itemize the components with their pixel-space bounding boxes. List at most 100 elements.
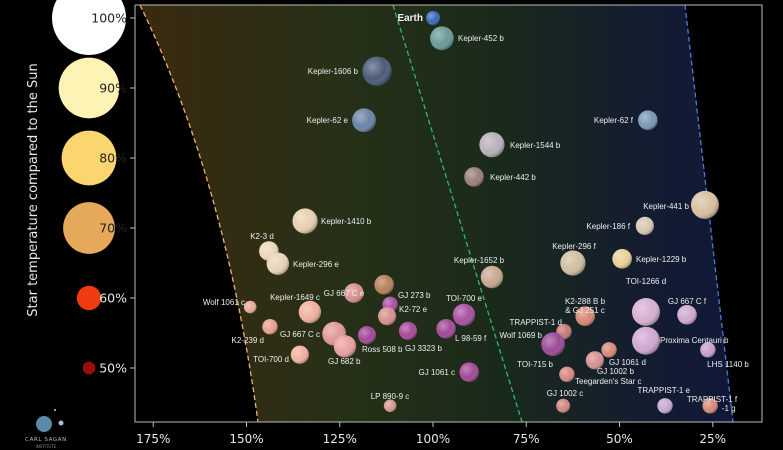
planet — [560, 250, 586, 276]
inner-edge-line — [139, 4, 259, 423]
planet-label: Ross 508 b — [362, 345, 403, 354]
planet — [575, 306, 595, 327]
planet-label-line: Kepler-62 f — [594, 116, 634, 125]
planet-label: Kepler-296 f — [552, 242, 596, 251]
planet-label-line: TRAPPIST-1 e — [638, 386, 691, 395]
planet-label-line: GJ 667 C c — [280, 330, 320, 339]
planet-label: Kepler-186 f — [586, 222, 630, 231]
planet-label-line: TOI-700 e — [446, 294, 482, 303]
planet-shading — [352, 108, 376, 133]
planet-shading — [243, 300, 257, 314]
planet — [464, 167, 484, 187]
planet — [541, 332, 566, 357]
planet-shading — [266, 252, 290, 275]
planet — [700, 342, 716, 358]
star-size-marker — [61, 130, 117, 186]
middle-zone-line — [392, 4, 523, 423]
logo-moon-icon — [58, 420, 64, 426]
planet-label: GJ 1061 d — [609, 358, 646, 367]
y-tick-label: 60% — [99, 291, 127, 306]
planet-shading — [398, 321, 418, 340]
x-tick-label: 125% — [323, 432, 357, 446]
y-tick-label: 100% — [91, 11, 127, 26]
planet-label-line: LHS 1140 b — [707, 360, 749, 369]
planet-shading — [631, 326, 660, 355]
star-size-marker — [76, 285, 102, 311]
planet-label: GJ 1002 b — [597, 367, 634, 376]
planet-label-line: Proxima Centauri b — [660, 336, 729, 345]
planet-shading — [638, 110, 658, 130]
planet-shading — [635, 216, 654, 235]
planet-label-line: TOI-700 d — [253, 355, 289, 364]
planet-label: LHS 1140 b — [707, 360, 749, 369]
planet-label: GJ 682 b — [328, 357, 361, 366]
planet-label-line: Kepler-186 f — [586, 222, 630, 231]
planet-label-line: GJ 667 C e — [324, 289, 365, 298]
planet-label: K2-3 d — [250, 232, 274, 241]
planet — [556, 398, 571, 413]
planet — [362, 56, 392, 86]
x-tick-label: 100% — [416, 432, 450, 446]
planet-shading — [480, 265, 504, 289]
planet-label-line: GJ 1061 c — [419, 368, 455, 377]
planets — [243, 11, 719, 414]
planet-shading — [585, 351, 604, 370]
planet-label-line: TRAPPIST-1 d — [510, 318, 562, 327]
logo-planet-icon — [36, 416, 52, 432]
planet-label-line: TRAPPIST-1 f — [687, 395, 738, 404]
planet-label: Kepler-296 e — [293, 260, 339, 269]
carl-sagan-logo: CARL SAGAN INSTITUTE — [25, 409, 67, 449]
planet-label-line: GJ 1002 b — [597, 367, 634, 376]
planet-shading — [612, 248, 632, 269]
planet — [333, 335, 357, 358]
planet-label-line: -1 g — [722, 404, 736, 413]
star-temperature-legend: 100% 90% 80% 70% 60% 50% — [52, 0, 135, 376]
planet-label: Kepler-441 b — [643, 202, 689, 211]
planet — [374, 274, 394, 295]
star-size-marker — [63, 202, 115, 254]
planet-label: Kepler-1410 b — [321, 217, 372, 226]
planet — [243, 300, 257, 314]
planet-label-line: & GJ 251 c — [565, 306, 605, 315]
planet-label-line: Wolf 1061 c — [203, 298, 245, 307]
logo-line1: CARL SAGAN — [25, 437, 67, 443]
planet — [559, 366, 575, 382]
y-tick-label: 80% — [99, 151, 127, 166]
planet-label: Kepler-1652 b — [454, 256, 505, 265]
planet-label-line: GJ 682 b — [328, 357, 361, 366]
planet-shading — [702, 398, 718, 414]
planet-shading — [690, 190, 719, 219]
planet-label: K2-288 B b & GJ 251 c — [565, 297, 606, 315]
planet — [631, 326, 660, 355]
planet — [479, 132, 505, 158]
x-tick-label: 75% — [513, 432, 540, 446]
planet-label-line: GJ 1061 d — [609, 358, 646, 367]
planet — [585, 351, 604, 370]
planet-label-line: K2-239 d — [232, 336, 264, 345]
planet — [690, 190, 719, 219]
planet-label-line: Kepler-1229 b — [636, 255, 687, 264]
planet — [262, 319, 278, 335]
planet — [298, 300, 322, 324]
planet-shading — [479, 132, 505, 158]
planet-shading — [452, 303, 476, 326]
planet — [459, 362, 479, 383]
planet-shading — [436, 319, 456, 339]
planet-shading — [383, 399, 397, 413]
planet-shading — [292, 208, 318, 234]
planet-label: Kepler-1544 b — [510, 141, 561, 150]
planet-label-line: GJ 1002 c — [547, 389, 583, 398]
planet-label: TRAPPIST-1 f — [687, 395, 738, 404]
planet — [480, 265, 504, 289]
planet — [452, 303, 476, 326]
planet-label-line: TOI-715 b — [517, 360, 553, 369]
planet-shading — [631, 298, 660, 326]
planet — [702, 398, 718, 414]
planet-label: GJ 1002 c — [547, 389, 583, 398]
planet-label: Kepler-1649 c — [270, 293, 320, 302]
planet-label: GJ 667 C c — [280, 330, 320, 339]
planet-label: Kepler-452 b — [458, 34, 504, 43]
planet — [436, 319, 456, 339]
planet-label-line: LP 890-9 c — [371, 392, 410, 401]
